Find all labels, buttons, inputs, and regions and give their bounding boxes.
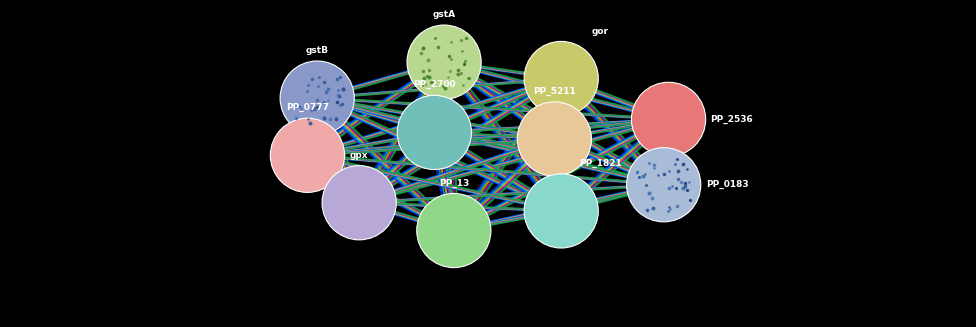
Ellipse shape	[524, 42, 598, 115]
Text: gstB: gstB	[305, 46, 329, 55]
Ellipse shape	[631, 82, 706, 156]
Ellipse shape	[524, 174, 598, 248]
Text: gor: gor	[591, 26, 609, 36]
Text: PP_2536: PP_2536	[711, 115, 753, 124]
Ellipse shape	[397, 95, 471, 169]
Ellipse shape	[280, 61, 354, 135]
Ellipse shape	[627, 148, 701, 222]
Ellipse shape	[517, 102, 591, 176]
Text: PP_0777: PP_0777	[286, 103, 329, 112]
Text: gpx: gpx	[350, 151, 368, 160]
Text: PP_13: PP_13	[439, 179, 468, 188]
Text: PP_2700: PP_2700	[413, 80, 456, 90]
Text: PP_0183: PP_0183	[706, 180, 749, 189]
Ellipse shape	[417, 194, 491, 267]
Ellipse shape	[270, 118, 345, 192]
Text: PP_1821: PP_1821	[579, 159, 622, 168]
Ellipse shape	[322, 166, 396, 240]
Ellipse shape	[407, 25, 481, 99]
Text: gstA: gstA	[432, 10, 456, 19]
Text: PP_5211: PP_5211	[533, 87, 576, 96]
